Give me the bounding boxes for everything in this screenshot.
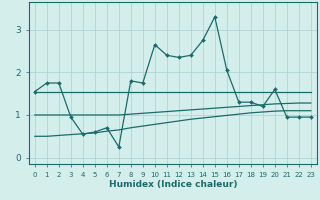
X-axis label: Humidex (Indice chaleur): Humidex (Indice chaleur) [108, 180, 237, 189]
